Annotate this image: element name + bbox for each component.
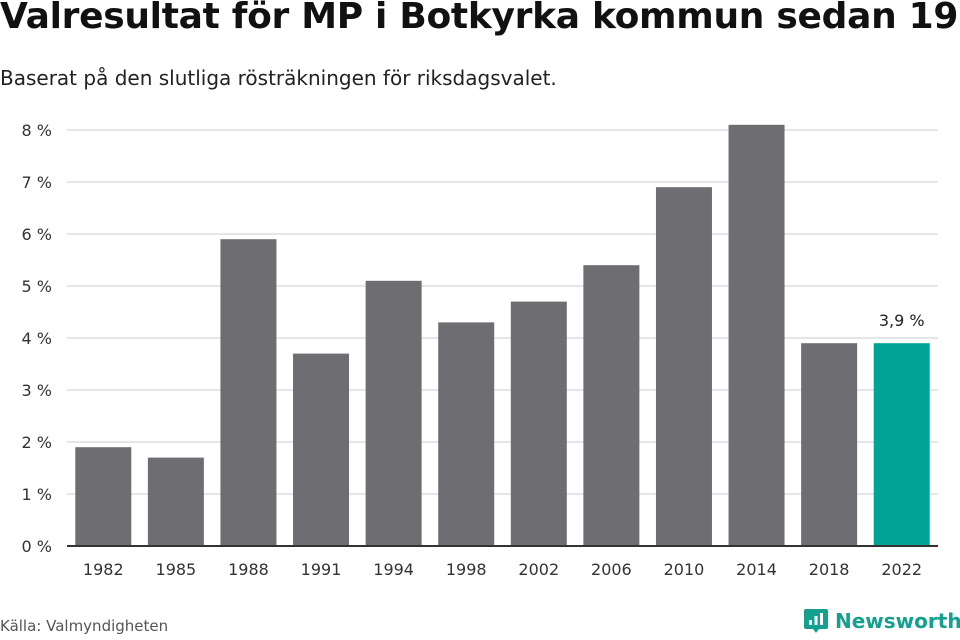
x-tick-label: 2014 <box>736 560 777 579</box>
y-tick-label: 3 % <box>22 381 52 400</box>
x-tick-label: 2002 <box>518 560 559 579</box>
bar <box>220 239 277 546</box>
brand-name: Newsworthy <box>835 609 960 633</box>
newsworthy-logo-icon <box>804 609 828 633</box>
y-tick-label: 1 % <box>22 485 52 504</box>
x-tick-label: 2018 <box>809 560 850 579</box>
x-tick-label: 2022 <box>881 560 922 579</box>
bar <box>438 322 495 546</box>
x-tick-label: 1988 <box>228 560 269 579</box>
bar <box>655 187 712 546</box>
y-tick-label: 8 % <box>22 121 52 140</box>
y-tick-label: 4 % <box>22 329 52 348</box>
x-tick-label: 2006 <box>591 560 632 579</box>
y-tick-label: 0 % <box>22 537 52 556</box>
bar <box>728 124 785 547</box>
y-tick-label: 6 % <box>22 225 52 244</box>
bar <box>510 301 567 546</box>
x-tick-label: 2010 <box>664 560 705 579</box>
source-note: Källa: Valmyndigheten <box>0 617 169 635</box>
bar <box>801 343 858 546</box>
x-tick-label: 1991 <box>301 560 342 579</box>
chart-subtitle: Baserat på den slutliga rösträkningen fö… <box>0 66 557 90</box>
x-tick-label: 1994 <box>373 560 414 579</box>
bar <box>147 457 204 546</box>
bar <box>75 447 132 546</box>
data-label: 3,9 % <box>879 311 925 330</box>
brand[interactable]: Newsworthy <box>803 607 960 635</box>
y-tick-label: 7 % <box>22 173 52 192</box>
y-tick-label: 2 % <box>22 433 52 452</box>
x-tick-label: 1998 <box>446 560 487 579</box>
x-tick-label: 1985 <box>156 560 197 579</box>
bar-chart: 0 % 1 % 2 % 3 % 4 % 5 % 6 % 7 % 8 % 1982 1985 1988 1… <box>22 121 938 579</box>
x-tick-label: 1982 <box>83 560 124 579</box>
bar <box>365 280 422 546</box>
chart-title: Valresultat för MP i Botkyrka kommun sed… <box>0 0 960 37</box>
bar <box>293 353 350 546</box>
y-tick-label: 5 % <box>22 277 52 296</box>
bar <box>873 343 930 546</box>
bar <box>583 265 640 546</box>
